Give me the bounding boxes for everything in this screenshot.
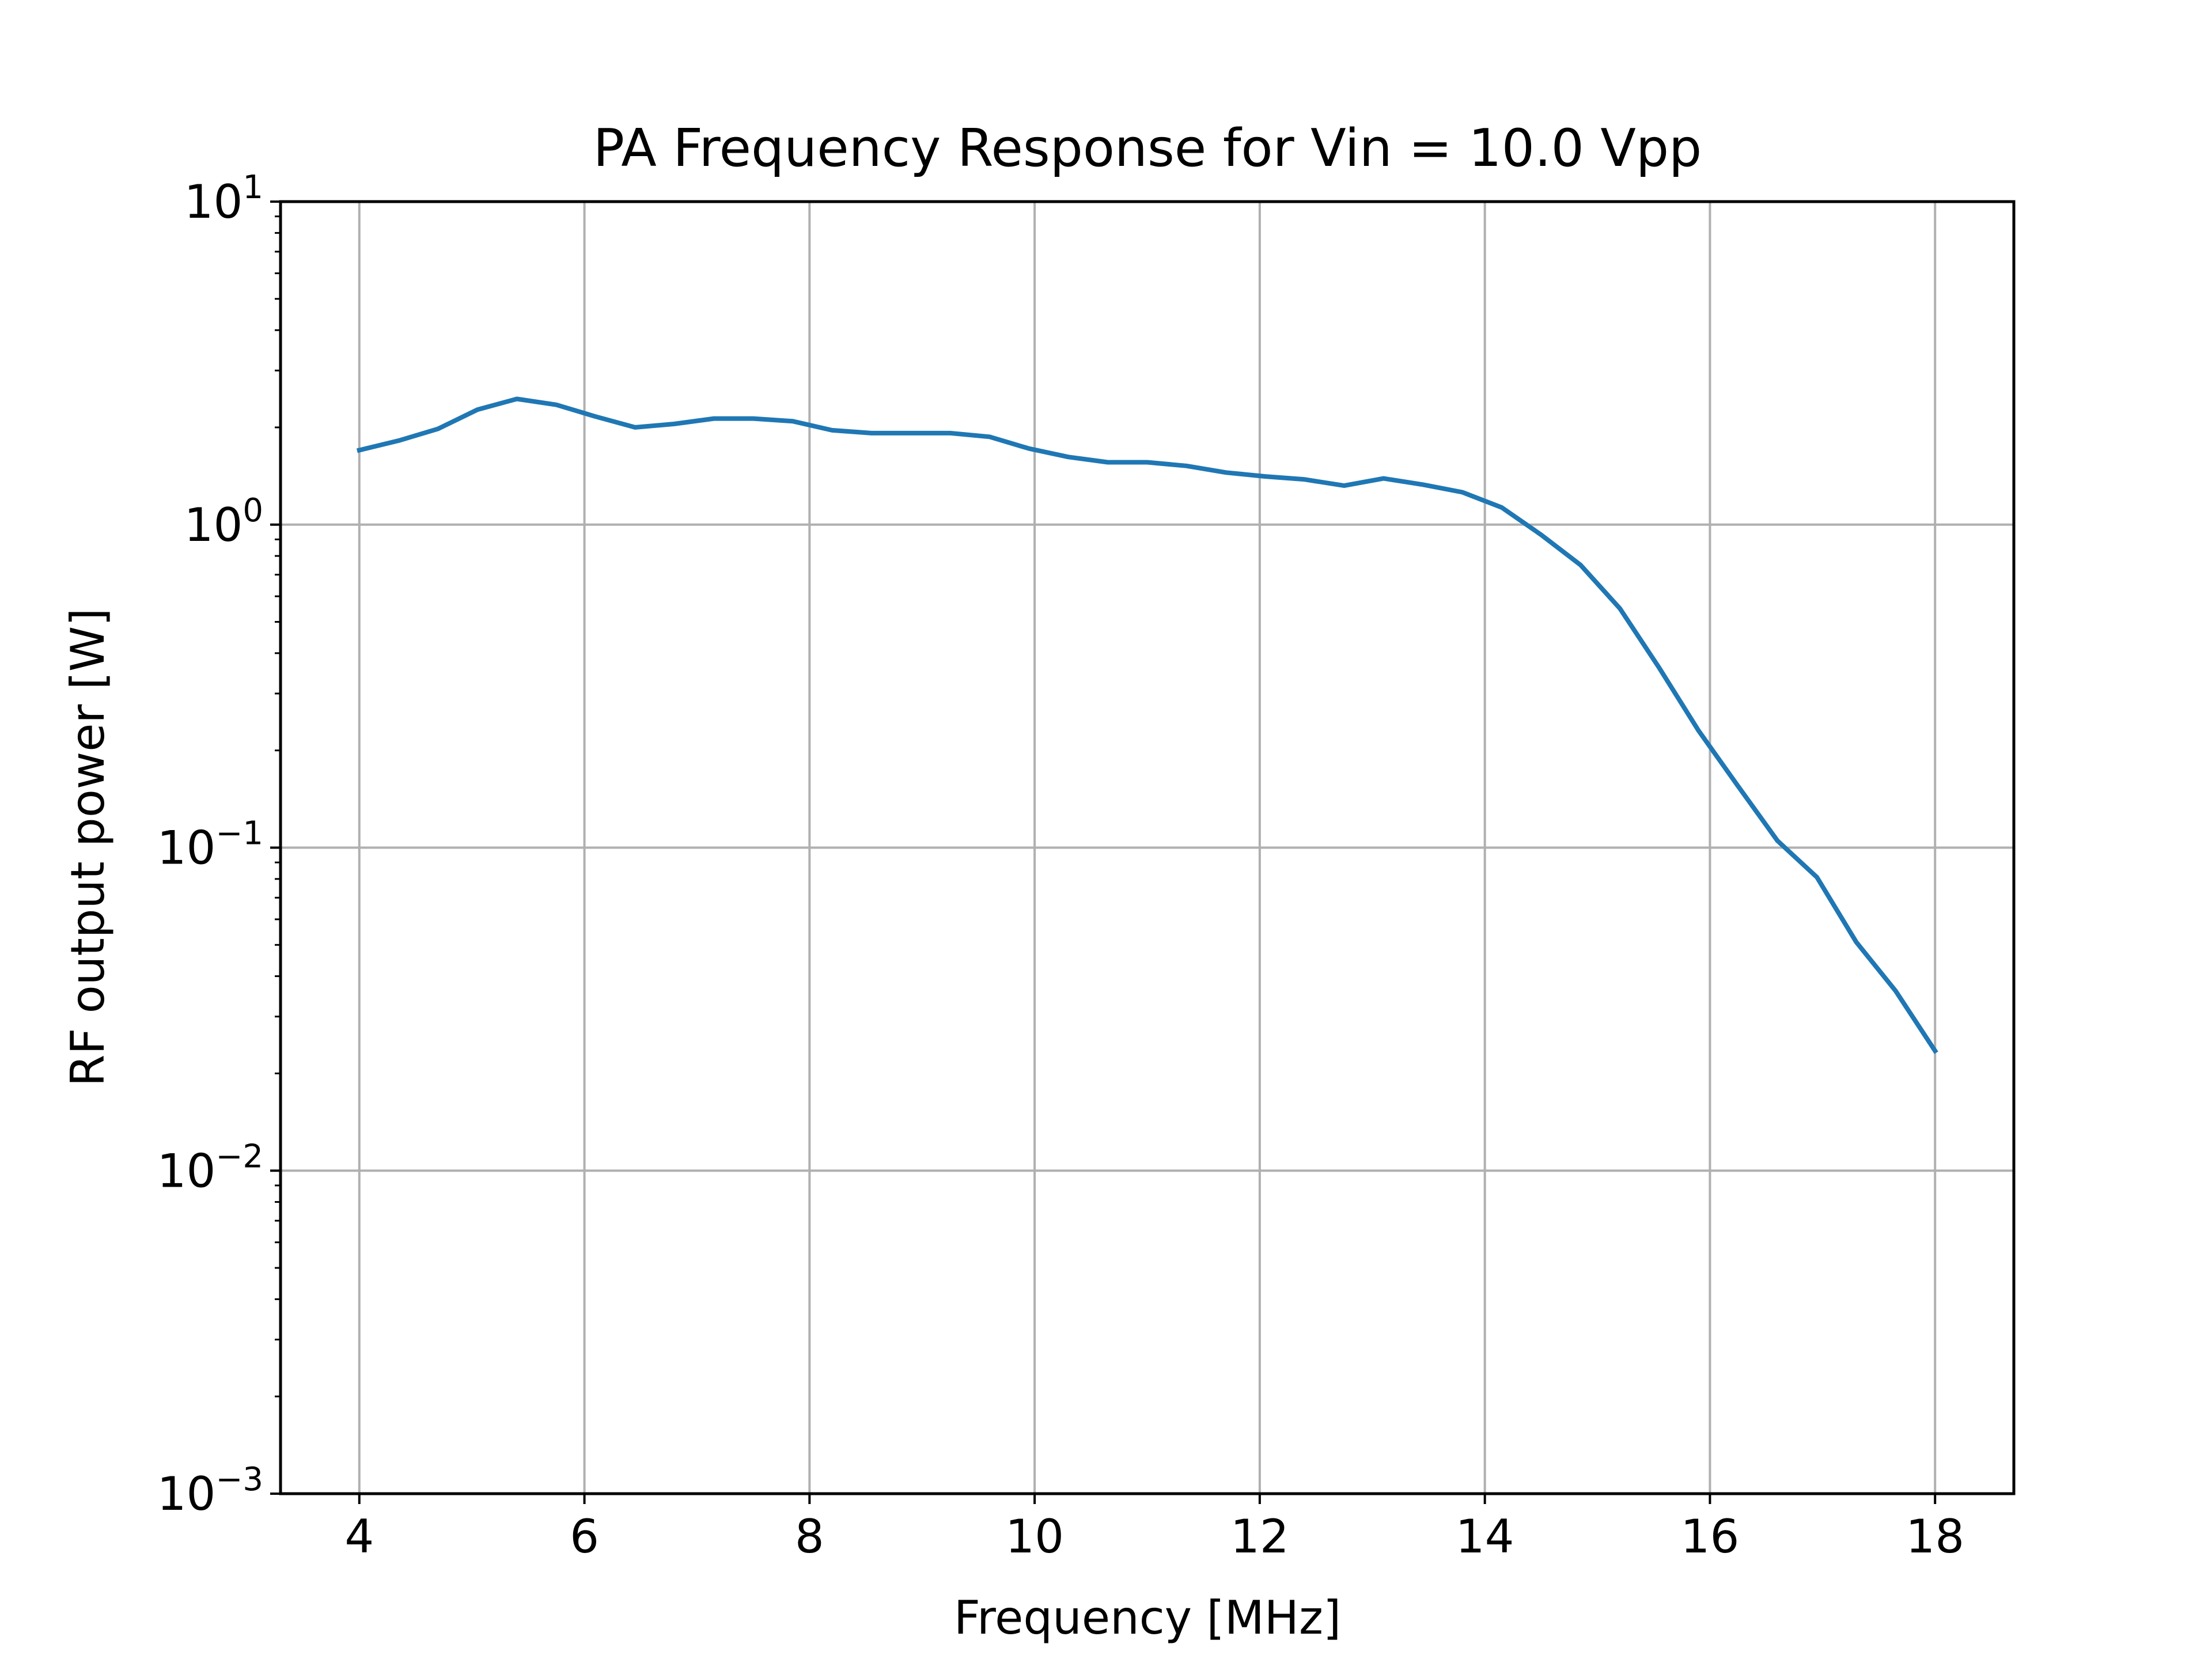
y-axis-label: RF output power [W]: [61, 608, 115, 1087]
x-tick-label: 4: [344, 1510, 374, 1563]
y-tick-label: 10−1: [157, 815, 263, 875]
x-axis-label: Frequency [MHz]: [954, 1591, 1341, 1645]
x-tick-label: 10: [1005, 1510, 1064, 1563]
chart-title: PA Frequency Response for Vin = 10.0 Vpp: [593, 118, 1702, 179]
grid: [281, 202, 2014, 1494]
tick-labels: 4 6 8 10 12 14 16 18 101 100 10−1 10−2 10−3: [157, 169, 1964, 1563]
y-tick-label: 100: [184, 492, 263, 552]
series-layer: [356, 396, 1938, 1054]
x-tick-label: 12: [1230, 1510, 1289, 1563]
y-tick-label: 10−2: [157, 1138, 263, 1198]
x-tick-label: 6: [570, 1510, 599, 1563]
x-tick-label: 14: [1456, 1510, 1514, 1563]
x-tick-label: 16: [1681, 1510, 1740, 1563]
axis-ticks: [270, 200, 1937, 1504]
x-tick-label: 8: [795, 1510, 824, 1563]
series-line: [356, 396, 1938, 1054]
y-tick-label: 10−3: [157, 1461, 263, 1521]
y-tick-label: 101: [184, 169, 263, 229]
x-tick-label: 18: [1906, 1510, 1964, 1563]
